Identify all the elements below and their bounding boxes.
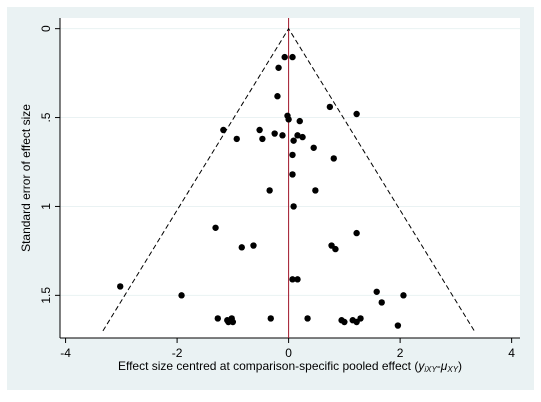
y-tick-label: 1 [39, 203, 53, 210]
point [353, 229, 360, 237]
point [296, 117, 303, 125]
point [290, 203, 297, 210]
point [279, 132, 286, 139]
point [117, 283, 124, 290]
point [229, 318, 237, 326]
y-tick-label: 0 [39, 25, 53, 32]
x-tick-label: -4 [60, 346, 71, 360]
point [357, 315, 364, 322]
point [294, 132, 301, 139]
x-label-sym: μ [440, 359, 448, 373]
point [178, 292, 185, 299]
point [299, 133, 306, 141]
x-label-sub: iXY [424, 365, 437, 374]
y-tick-label: .5 [39, 112, 53, 122]
x-tick-label: 4 [508, 346, 515, 360]
point [332, 245, 339, 253]
point [341, 318, 348, 326]
point [304, 315, 311, 322]
point [256, 126, 263, 134]
x-label-text: Effect size centred at comparison-specif… [118, 359, 418, 373]
point [330, 155, 337, 162]
x-label-close: ) [458, 359, 462, 373]
point [289, 171, 296, 178]
point [394, 322, 402, 329]
point [275, 64, 282, 71]
x-tick-label: 0 [285, 346, 292, 360]
x-label-op: - [437, 359, 441, 373]
x-tick-label: 2 [397, 346, 404, 360]
point [289, 276, 296, 283]
plot-region [60, 18, 520, 338]
point [294, 276, 301, 283]
y-axis-label: Standard error of effect size [19, 104, 33, 252]
point [238, 244, 245, 251]
point [373, 288, 380, 295]
point [266, 187, 273, 194]
point [271, 130, 278, 137]
x-label-sym: y [417, 359, 425, 373]
point [250, 242, 257, 249]
point [310, 144, 317, 151]
point [326, 103, 334, 111]
x-label-sub: XY [446, 365, 458, 374]
point [212, 224, 219, 231]
point [285, 116, 292, 123]
funnel-line [102, 27, 475, 332]
point [353, 110, 360, 118]
point [214, 315, 221, 322]
x-axis-label: Effect size centred at comparison-specif… [118, 359, 462, 374]
point [274, 93, 281, 100]
point [378, 299, 385, 306]
point [233, 135, 240, 143]
point [225, 318, 232, 326]
point [289, 151, 296, 159]
point [400, 292, 407, 299]
point [281, 53, 288, 61]
point [267, 315, 274, 322]
point [259, 135, 266, 143]
point [312, 187, 319, 194]
point [220, 126, 227, 134]
x-tick-label: -2 [172, 346, 183, 360]
point [289, 53, 296, 61]
y-tick-label: 1.5 [39, 287, 53, 304]
point [290, 137, 297, 144]
